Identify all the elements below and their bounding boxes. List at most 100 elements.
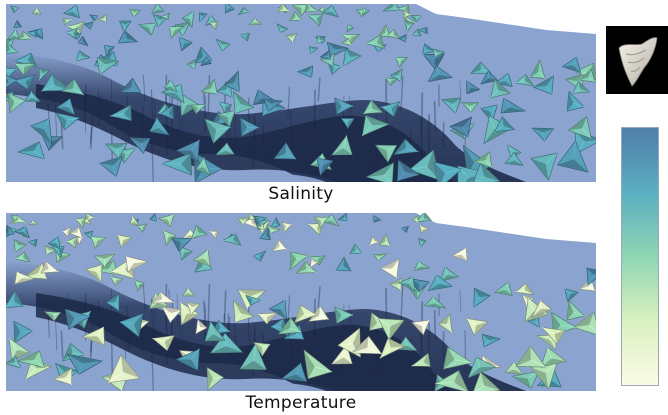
wall-striation: [313, 89, 316, 139]
data-glyph: [66, 353, 104, 375]
data-glyph: [256, 222, 265, 231]
wall-striation: [207, 283, 211, 323]
data-glyph: [500, 97, 526, 114]
data-glyph: [186, 302, 201, 315]
data-glyph: [38, 68, 51, 81]
data-glyph: [531, 127, 554, 142]
data-glyph: [564, 288, 579, 303]
data-glyph: [470, 61, 492, 74]
wall-striation: [459, 289, 462, 313]
data-glyph: [313, 216, 329, 229]
data-glyph: [134, 279, 145, 292]
data-glyph: [14, 226, 30, 239]
wall-striation: [203, 305, 207, 343]
data-glyph: [449, 116, 472, 138]
data-glyph: [473, 371, 501, 391]
wall-striation: [375, 139, 378, 168]
data-glyph: [28, 219, 38, 225]
wall-striation: [203, 300, 207, 340]
data-glyph: [62, 4, 80, 19]
data-glyph: [572, 80, 590, 94]
data-glyph: [17, 350, 46, 369]
data-glyph: [69, 226, 83, 239]
data-glyph: [195, 318, 208, 335]
data-glyph: [349, 243, 363, 254]
data-glyph: [10, 214, 20, 223]
data-glyph: [186, 59, 196, 71]
data-glyph: [233, 90, 255, 114]
wall-striation: [313, 298, 316, 348]
data-glyph: [411, 319, 430, 336]
data-glyph: [393, 138, 419, 155]
data-glyph: [119, 77, 142, 93]
data-glyph: [373, 214, 382, 223]
data-glyph: [178, 36, 193, 52]
data-glyph: [6, 74, 19, 88]
data-glyph: [378, 233, 391, 247]
data-glyph: [466, 80, 481, 95]
data-glyph: [316, 157, 334, 177]
data-glyph: [427, 274, 453, 292]
data-glyph: [41, 73, 72, 92]
data-glyph: [494, 281, 513, 296]
data-glyph: [334, 97, 354, 115]
data-glyph: [529, 59, 546, 79]
data-glyph: [531, 299, 552, 318]
salinity-panel: [6, 4, 596, 182]
data-glyph: [294, 304, 318, 324]
data-glyph: [151, 4, 165, 14]
data-glyph: [409, 15, 422, 23]
data-glyph: [541, 326, 566, 345]
data-glyph: [411, 28, 422, 37]
data-glyph: [432, 48, 446, 58]
data-glyph: [340, 37, 353, 46]
data-glyph: [221, 233, 242, 246]
canyon-deep: [36, 84, 456, 182]
data-glyph: [322, 4, 340, 18]
wall-striation: [287, 86, 291, 118]
data-glyph: [304, 4, 318, 13]
wall-striation: [83, 84, 87, 122]
data-glyph: [8, 337, 31, 361]
data-glyph: [404, 20, 414, 33]
data-glyph: [307, 13, 323, 27]
data-glyph: [532, 75, 554, 95]
data-glyph: [239, 32, 250, 42]
data-glyph: [276, 23, 289, 33]
data-glyph: [494, 116, 515, 133]
data-glyph: [32, 6, 42, 15]
wall-striation: [223, 290, 227, 323]
data-glyph: [310, 257, 320, 269]
data-glyph: [268, 299, 288, 320]
data-glyph: [296, 65, 314, 79]
wall-striation: [207, 74, 211, 114]
wall-striation: [110, 341, 114, 376]
data-glyph: [289, 10, 303, 22]
data-glyph: [434, 370, 469, 391]
wall-striation: [433, 309, 437, 341]
data-glyph: [263, 98, 283, 112]
data-glyph: [515, 345, 547, 368]
data-glyph: [90, 236, 107, 249]
wall-striation: [308, 125, 311, 153]
data-glyph: [218, 101, 233, 114]
data-glyph: [10, 5, 20, 14]
data-glyph: [556, 140, 589, 173]
data-glyph: [402, 9, 412, 19]
data-glyph: [161, 306, 183, 324]
data-glyph: [206, 366, 224, 391]
data-glyph: [331, 134, 353, 156]
data-glyph: [52, 367, 72, 386]
data-glyph: [418, 237, 427, 248]
data-glyph: [125, 255, 149, 273]
data-glyph: [77, 35, 89, 47]
data-glyph: [27, 238, 38, 247]
data-glyph: [224, 4, 235, 14]
data-glyph: [474, 151, 493, 169]
data-glyph: [319, 49, 331, 60]
data-glyph: [200, 55, 212, 67]
data-glyph: [248, 17, 262, 25]
data-glyph: [285, 33, 298, 44]
data-glyph: [198, 12, 208, 23]
data-glyph: [129, 215, 140, 226]
